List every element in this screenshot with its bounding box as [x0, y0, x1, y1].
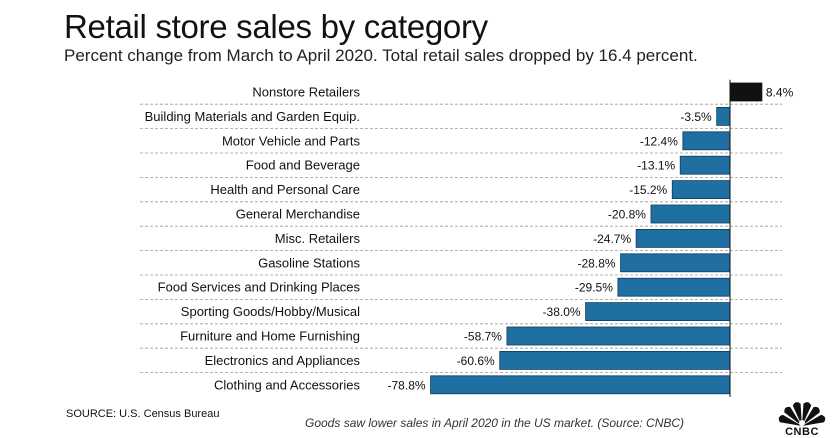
value-label: -13.1% — [637, 159, 675, 173]
category-label: Furniture and Home Furnishing — [180, 329, 360, 344]
cnbc-logo: CNBC — [773, 392, 831, 438]
chart-subtitle: Percent change from March to April 2020.… — [64, 46, 698, 65]
category-label: Health and Personal Care — [210, 182, 360, 197]
value-label: -12.4% — [640, 134, 678, 148]
category-label: Misc. Retailers — [275, 231, 361, 246]
image-caption: Goods saw lower sales in April 2020 in t… — [305, 416, 685, 430]
category-label: Sporting Goods/Hobby/Musical — [181, 304, 360, 319]
chart-title: Retail store sales by category — [64, 8, 488, 45]
bar — [430, 375, 731, 395]
category-label: Electronics and Appliances — [205, 353, 361, 368]
category-label: Food and Beverage — [246, 158, 360, 173]
value-label: 8.4% — [766, 86, 794, 100]
category-label: Motor Vehicle and Parts — [222, 133, 361, 148]
category-label: General Merchandise — [236, 207, 360, 222]
category-label: Nonstore Retailers — [252, 85, 360, 100]
value-label: -3.5% — [680, 110, 712, 124]
bar — [650, 204, 731, 224]
source-note: SOURCE: U.S. Census Bureau — [66, 408, 220, 420]
category-label: Gasoline Stations — [258, 255, 360, 270]
value-label: -28.8% — [578, 256, 616, 270]
value-label: -29.5% — [575, 281, 613, 295]
bar — [671, 180, 731, 200]
logo-text: CNBC — [785, 426, 819, 438]
bar — [679, 155, 731, 175]
value-label: -58.7% — [464, 330, 502, 344]
value-label: -20.8% — [608, 208, 646, 222]
category-label: Food Services and Drinking Places — [158, 280, 361, 295]
bar — [716, 107, 731, 126]
bar — [506, 326, 731, 346]
category-label: Building Materials and Garden Equip. — [145, 109, 360, 124]
bar — [682, 131, 731, 151]
bar — [635, 228, 731, 248]
value-label: -15.2% — [629, 183, 667, 197]
value-label: -38.0% — [543, 305, 581, 319]
value-label: -24.7% — [593, 232, 631, 246]
bar — [620, 253, 731, 273]
bar — [729, 82, 763, 102]
peacock-icon — [778, 402, 826, 426]
value-label: -60.6% — [457, 354, 495, 368]
value-label: -78.8% — [388, 378, 426, 392]
bar — [617, 277, 731, 297]
category-label: Clothing and Accessories — [214, 377, 360, 392]
bar — [499, 350, 731, 370]
bar — [585, 302, 731, 322]
